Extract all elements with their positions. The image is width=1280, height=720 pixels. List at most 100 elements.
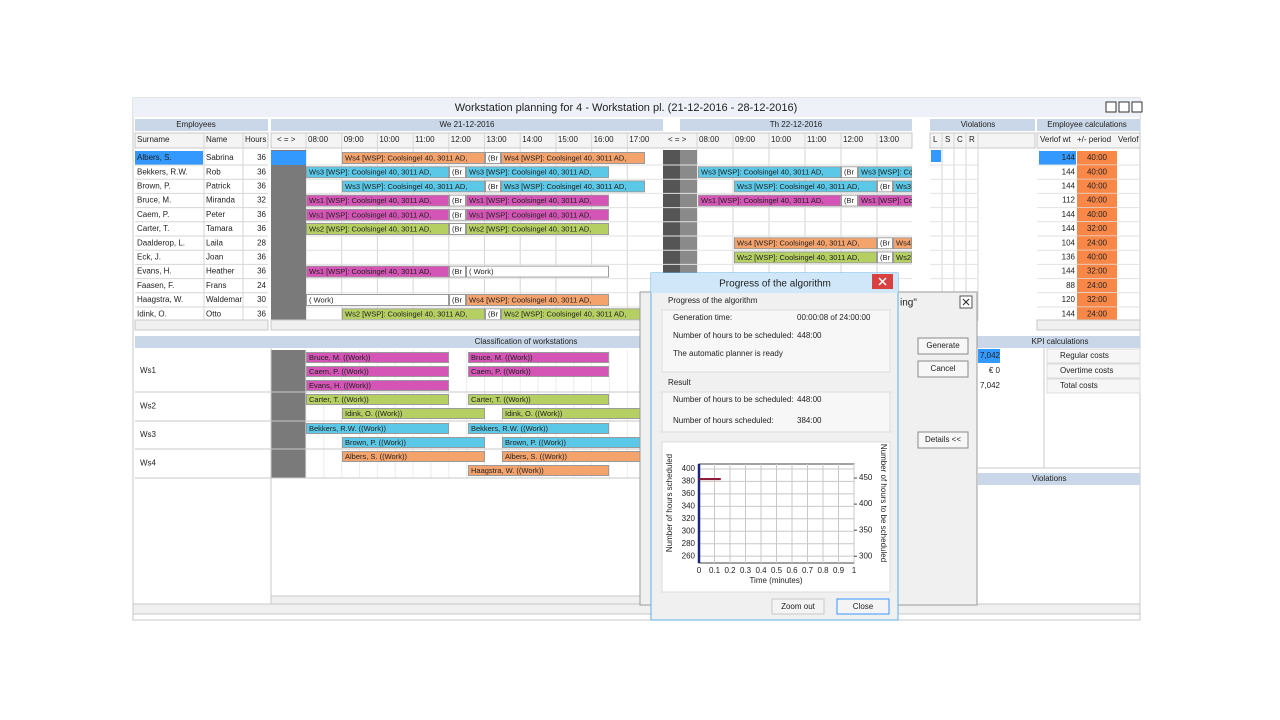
assignment-bar[interactable]: Caem, P. ((Work)) [306,366,449,377]
schedule-bar[interactable]: Ws4 [893,237,912,250]
dialog-button[interactable] [917,360,969,378]
assignment-bar[interactable]: Bekkers, R.W. ((Work)) [306,423,449,434]
assignment-bar[interactable]: Bruce, M. ((Work)) [306,352,449,363]
dialog-button[interactable] [917,431,969,449]
workstation-label: Ws1 [140,366,157,375]
result-label: Number of hours scheduled: [673,416,774,425]
schedule-bar[interactable]: (Br [841,166,858,179]
assignment-bar[interactable]: Haagstra, W. ((Work)) [468,465,609,476]
time-label: 14:00 [522,135,543,144]
schedule-bar[interactable]: (Br [449,194,466,207]
period: 24:00 [1087,309,1108,318]
hours: 24 [257,281,266,290]
schedule-bar[interactable]: Ws3 [WSP]: Coolsingel 40, 3011 AD, [501,180,645,193]
schedule-bar[interactable]: Ws4 [WSP]: Coolsingel 40, 3011 AD, [466,294,609,306]
dialog-button[interactable] [917,337,969,355]
schedule-bar[interactable]: ( Work) [306,294,449,306]
schedule-bar[interactable]: Ws1 [WSP]: Coolsingel 40, 3011 AD, [466,208,609,221]
assignment-bar[interactable]: Albers, S. ((Work)) [342,451,485,462]
schedule-bar[interactable]: Ws3 [WSP]: Coolsingel 40, 3011 AD, [734,180,877,193]
schedule-bar[interactable]: Ws3 [893,180,912,193]
minimize-button[interactable] [1105,101,1117,113]
surname: Bekkers, R.W. [137,167,188,176]
schedule-bar[interactable]: (Br [449,208,466,221]
schedule-bar[interactable]: Ws2 [WSP]: Coolsingel 40, 3011 AD, [734,251,877,264]
hours: 28 [257,238,266,247]
schedule-bar[interactable]: (Br [449,166,466,179]
schedule-bar[interactable]: (Br [877,180,893,193]
close-button[interactable] [1131,101,1143,113]
schedule-bar[interactable]: (Br [485,308,501,321]
schedule-bar[interactable]: Ws2 [893,251,912,264]
period: 24:00 [1087,238,1108,247]
y-axis-title: Number of hours scheduled [665,454,674,552]
assignment-bar[interactable]: Bruce, M. ((Work)) [468,352,609,363]
time-label: 10:00 [379,135,400,144]
workstation-label: Ws2 [140,402,157,411]
panel-header [978,473,1140,485]
schedule-bar[interactable]: Ws3 [WSP]: Coolsingel 40, 3011 AD, [306,166,449,179]
assignment-bar[interactable]: Idink, O. ((Work)) [342,408,485,419]
x-tick-label: 0.1 [709,566,721,575]
schedule-bar[interactable]: (Br [841,194,858,207]
schedule-bar[interactable]: (Br [449,265,466,278]
assignment-bar[interactable]: Caem, P. ((Work)) [468,366,609,377]
schedule-bar[interactable]: Ws3 [WSP]: Coolsingel 40, 3011 AD, [466,166,609,179]
bar-fill [893,237,912,250]
schedule-bar[interactable]: Ws2 [WSP]: Coolsingel 40, 3011 AD, [501,308,645,321]
schedule-bar[interactable]: (Br [449,294,466,306]
schedule-bar[interactable]: Ws3 [WSP]: Co [858,166,914,179]
schedule-bar[interactable]: (Br [449,223,466,235]
surname: Carter, T. [137,224,169,233]
column-label: R [969,135,975,144]
period: 24:00 [1087,281,1108,290]
column-header [134,132,269,149]
schedule-bar[interactable]: Ws1 [WSP]: Coolsingel 40, 3011 AD, [466,194,609,207]
period-cell [1077,307,1117,322]
assignment-bar[interactable]: Brown, P. ((Work)) [502,437,645,448]
assignment-bar[interactable]: Brown, P. ((Work)) [342,437,485,448]
bar-fill [306,394,449,405]
schedule-bar[interactable]: ( Work) [466,265,609,278]
bar-fill [841,194,858,207]
schedule-bar[interactable]: Ws1 [WSP]: Coolsingel 40, 3011 AD, [306,194,449,207]
bar-fill [734,251,877,264]
panel-title: Violations [1032,474,1067,483]
window-title: Workstation planning for 4 - Workstation… [455,102,798,114]
assignment-bar[interactable]: Albers, S. ((Work)) [502,451,645,462]
schedule-bar[interactable]: Ws1 [WSP]: Co [858,194,914,207]
hours: 36 [257,253,266,262]
schedule-bar[interactable]: Ws4 [WSP]: Coolsingel 40, 3011 AD, [501,152,645,164]
schedule-bar[interactable]: (Br [877,251,893,264]
schedule-bar[interactable]: Ws3 [WSP]: Coolsingel 40, 3011 AD, [698,166,841,179]
schedule-bar[interactable]: (Br [485,180,501,193]
schedule-bar[interactable]: (Br [877,237,893,250]
dialog-button[interactable] [771,598,825,615]
schedule-bar[interactable]: Ws2 [WSP]: Coolsingel 40, 3011 AD, [306,223,449,235]
assignment-bar[interactable]: Idink, O. ((Work)) [502,408,645,419]
schedule-bar[interactable]: Ws4 [WSP]: Coolsingel 40, 3011 AD, [342,152,485,164]
verlof: 144 [1062,153,1076,162]
first-name: Joan [206,253,223,262]
period: 40:00 [1087,182,1108,191]
dialog-button[interactable] [836,598,890,615]
schedule-bar[interactable]: Ws2 [WSP]: Coolsingel 40, 3011 AD, [342,308,485,321]
schedule-bar[interactable]: Ws2 [WSP]: Coolsingel 40, 3011 AD, [466,223,609,235]
schedule-bar[interactable]: Ws1 [WSP]: Coolsingel 40, 3011 AD, [306,265,449,278]
schedule-bar[interactable]: Ws1 [WSP]: Coolsingel 40, 3011 AD, [698,194,841,207]
surname: Evans, H. [137,267,172,276]
schedule-bar[interactable]: Ws4 [WSP]: Coolsingel 40, 3011 AD, [734,237,877,250]
bar-label: Ws1 [WSP]: Coolsingel 40, 3011 AD, [469,210,591,219]
nav-button: < = > [668,135,687,144]
schedule-bar[interactable]: Ws1 [WSP]: Coolsingel 40, 3011 AD, [306,208,449,221]
bar-fill [485,152,501,164]
assignment-bar[interactable]: Evans, H. ((Work)) [306,380,449,391]
assignment-bar[interactable]: Carter, T. ((Work)) [468,394,609,405]
x-tick-label: 0.6 [786,566,798,575]
assignment-bar[interactable]: Bekkers, R.W. ((Work)) [468,423,609,434]
assignment-bar[interactable]: Carter, T. ((Work)) [306,394,449,405]
schedule-bar[interactable]: Ws3 [WSP]: Coolsingel 40, 3011 AD, [342,180,485,193]
maximize-button[interactable] [1118,101,1130,113]
bar-label: (Br [452,168,463,177]
schedule-bar[interactable]: (Br [485,152,501,164]
